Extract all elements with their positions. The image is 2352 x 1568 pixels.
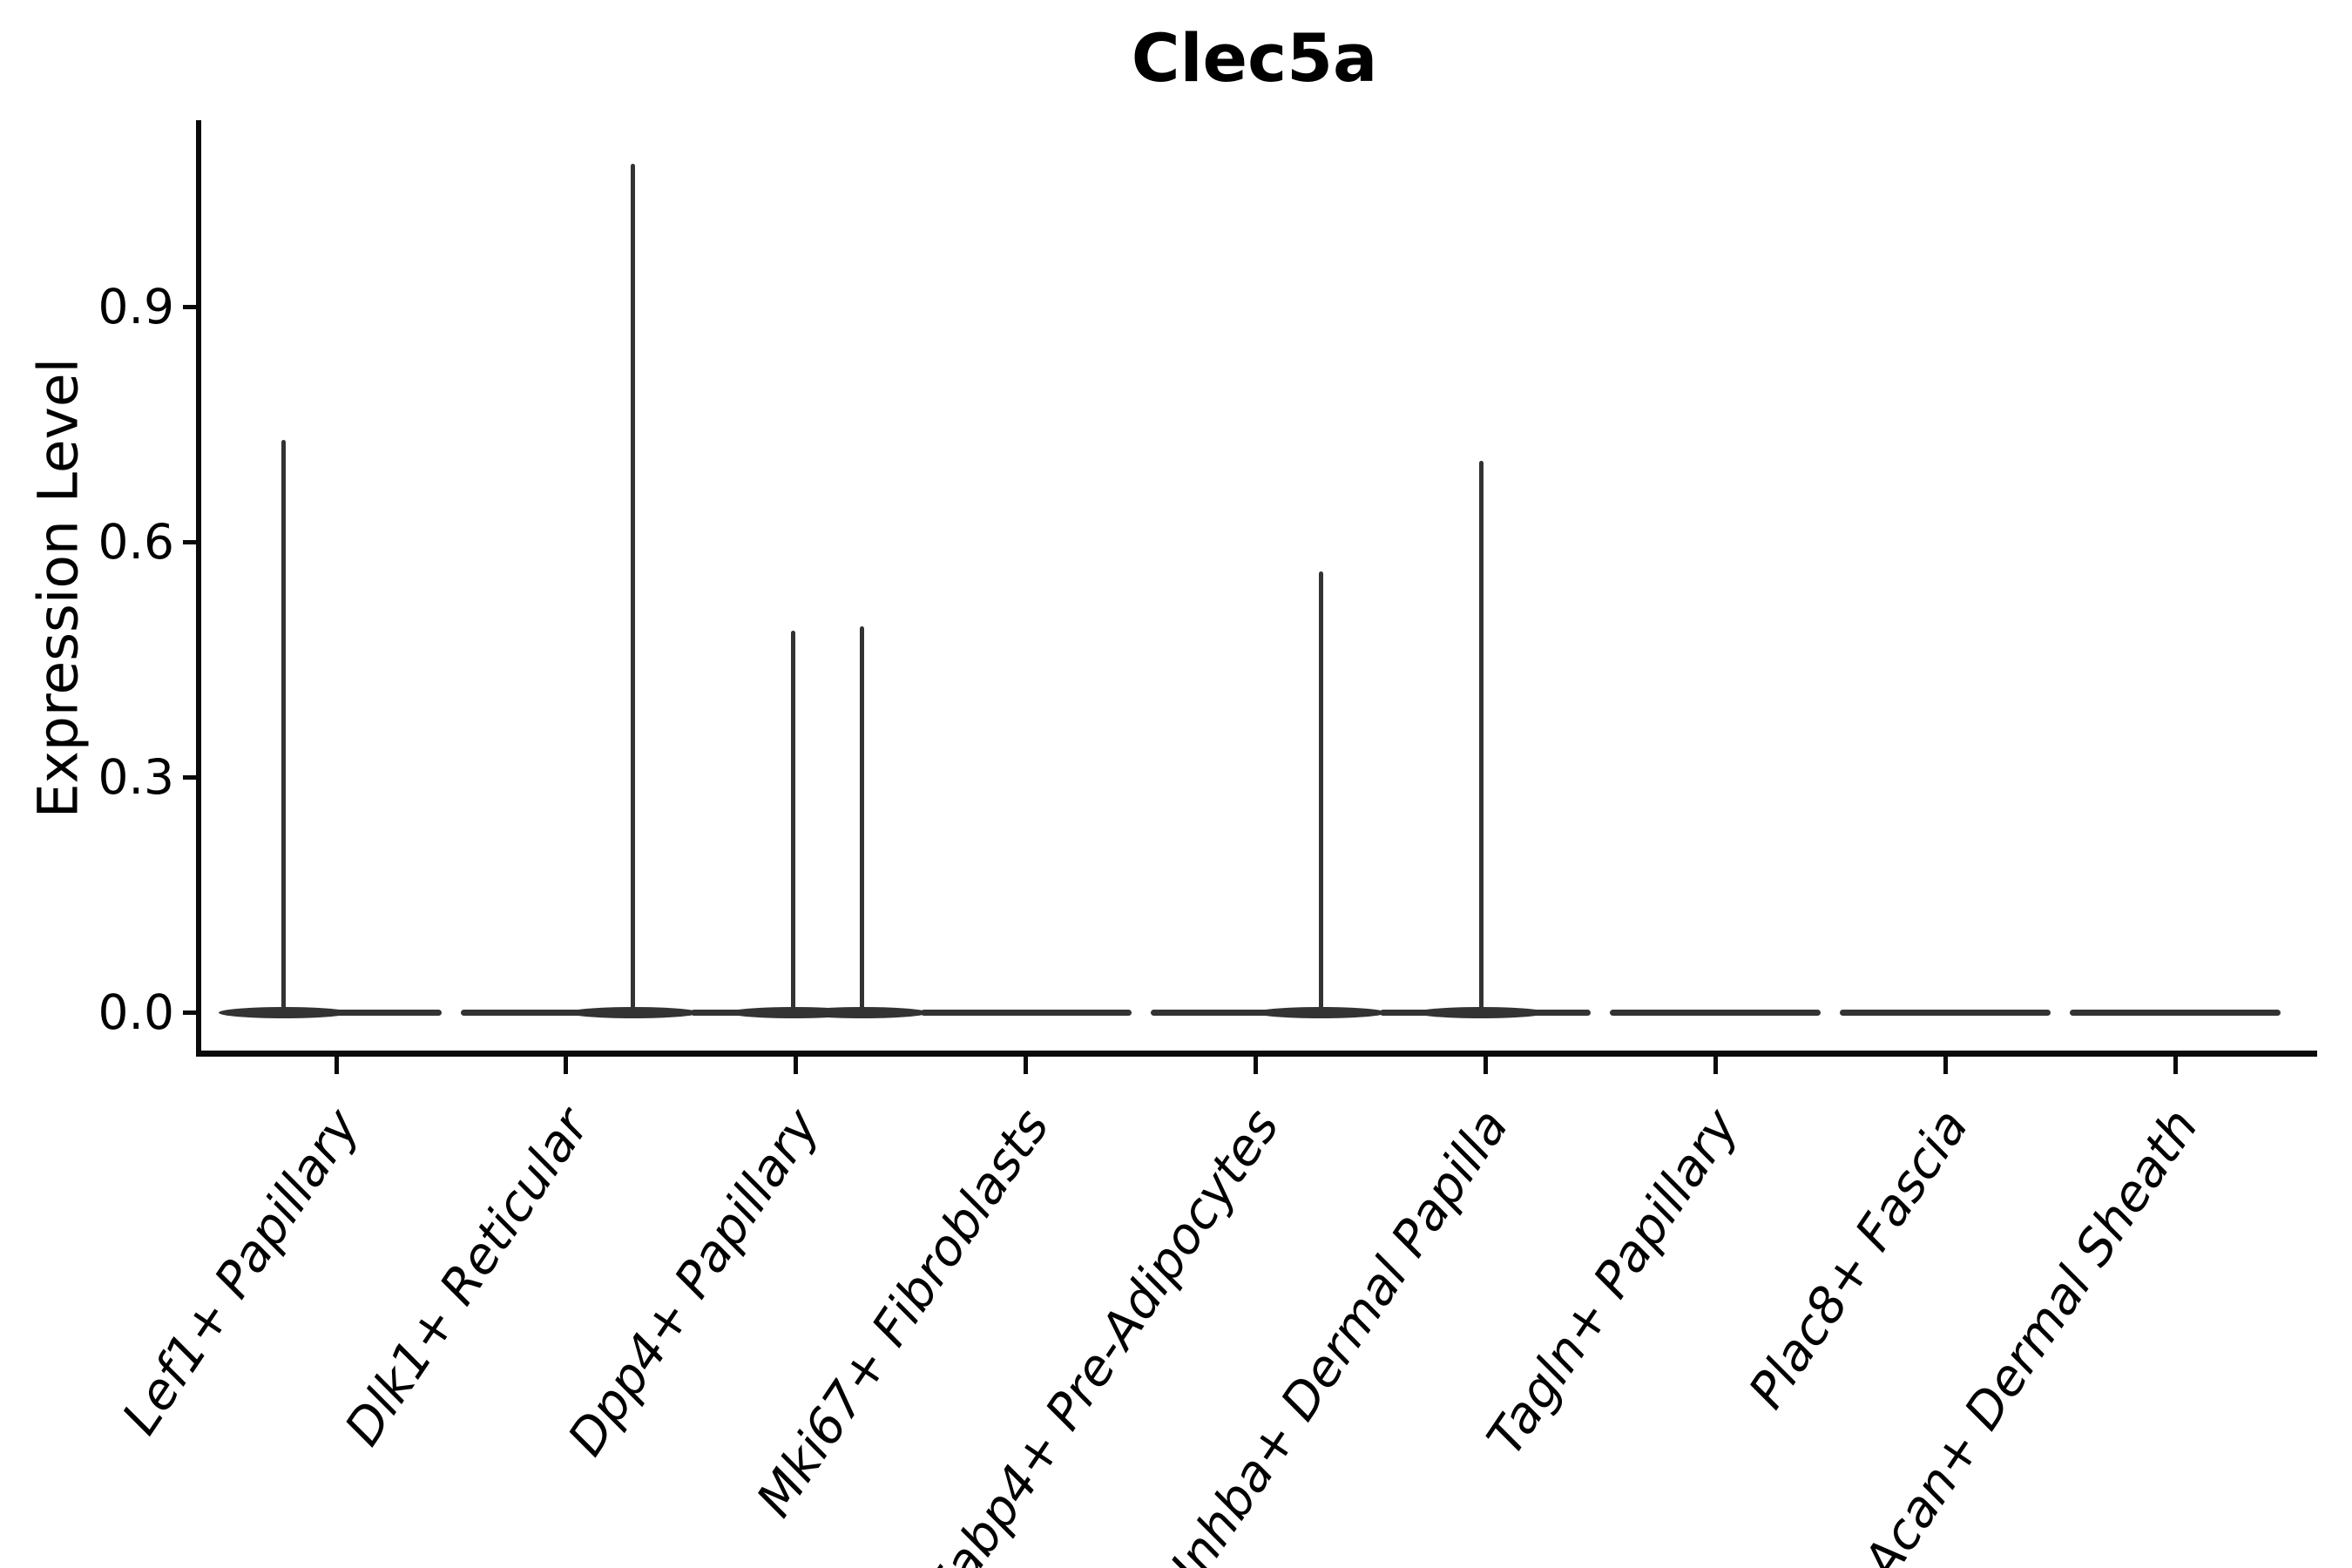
y-tick-label: 0.6 (98, 514, 174, 570)
y-tick (183, 304, 197, 309)
y-tick (183, 539, 197, 544)
x-tick (1024, 1057, 1029, 1074)
violin-spike (281, 440, 287, 1015)
violin-body (1610, 1009, 1821, 1016)
violin-spike (860, 626, 865, 1015)
y-tick-label: 0.3 (98, 749, 174, 805)
y-tick-label: 0.9 (98, 279, 174, 335)
x-tick (334, 1057, 339, 1074)
violin-spike (791, 630, 796, 1015)
violin-spike (631, 164, 636, 1015)
x-axis-spine (196, 1051, 2317, 1057)
plot-title: Clec5a (1131, 19, 1378, 97)
violin-spike (1478, 461, 1484, 1015)
violin-body (2070, 1009, 2281, 1016)
x-tick (1483, 1057, 1488, 1074)
violin-body (920, 1009, 1132, 1016)
y-tick-label: 0.0 (98, 984, 174, 1040)
violin-spike (1318, 571, 1323, 1015)
violin-body (460, 1009, 672, 1016)
y-tick (183, 774, 197, 780)
x-tick (564, 1057, 569, 1074)
x-tick (794, 1057, 799, 1074)
x-tick (1713, 1057, 1718, 1074)
x-tick (1254, 1057, 1258, 1074)
x-tick (2173, 1057, 2178, 1074)
x-tick (1943, 1057, 1948, 1074)
y-axis-spine (196, 120, 201, 1057)
y-tick (183, 1010, 197, 1015)
violin-body (1840, 1009, 2051, 1016)
